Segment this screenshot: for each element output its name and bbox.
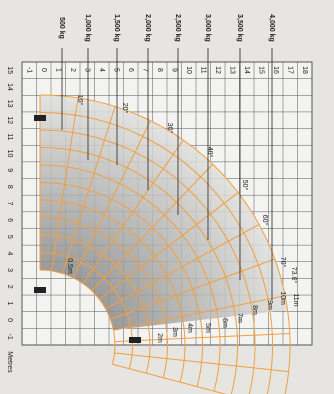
height-tick-label: 6 xyxy=(6,218,13,222)
load-label: 1,500 kg xyxy=(113,14,120,42)
angle-line xyxy=(82,139,184,284)
load-label: 3,000 kg xyxy=(204,14,211,42)
angle-line xyxy=(72,120,151,278)
extension-label: 10m xyxy=(279,291,286,305)
reach-tick-label: 12 xyxy=(214,66,221,74)
boom-head xyxy=(34,287,46,293)
angle-label: 50° xyxy=(241,180,249,191)
load-label: 3,500 kg xyxy=(236,14,243,42)
reach-tick-label: 10 xyxy=(185,66,192,74)
height-tick-label: 2 xyxy=(6,285,13,289)
load-label: 1,000 kg xyxy=(84,14,91,42)
extension-label: 11m xyxy=(292,293,299,306)
boom-head xyxy=(34,115,46,121)
height-tick-label: 4 xyxy=(6,251,13,255)
reach-tick-label: 17 xyxy=(286,66,293,74)
load-label: 500 kg xyxy=(58,17,65,39)
reach-tick-label: 13 xyxy=(228,66,235,74)
reach-tick-label: 0 xyxy=(40,68,47,72)
extension-label: 9m xyxy=(266,300,273,310)
labels: -1 0 1 2 3 4 5 6 7 8 9 10 11 12 13 14 15 16 17 181514131211… xyxy=(6,14,308,373)
angle-line xyxy=(50,97,79,271)
angle-label: 73.6° xyxy=(290,267,298,284)
extension-label: 0.5m xyxy=(66,258,73,274)
height-tick-label: 12 xyxy=(6,116,13,124)
angle-label: 10° xyxy=(76,95,84,106)
load-label: 4,000 kg xyxy=(268,14,275,42)
reach-tick-label: 6 xyxy=(127,68,134,72)
extension-label: 7m xyxy=(236,313,243,323)
load-label: 2,500 kg xyxy=(174,14,181,42)
angle-line xyxy=(110,258,275,320)
angle-line xyxy=(91,163,214,292)
height-tick-label: 0 xyxy=(6,318,13,322)
unit-label: Metres xyxy=(6,351,13,373)
reach-tick-label: 18 xyxy=(301,66,308,74)
angle-line xyxy=(105,223,260,310)
reach-tick-label: 3 xyxy=(83,68,90,72)
reach-tick-label: 7 xyxy=(141,68,148,72)
working-envelope xyxy=(40,94,288,331)
height-tick-label: 3 xyxy=(6,268,13,272)
height-tick-label: 10 xyxy=(6,150,13,158)
reach-tick-label: 14 xyxy=(243,66,250,74)
extension-label: 8m xyxy=(251,305,258,315)
height-tick-label: 1 xyxy=(6,301,13,305)
extension-label: 4m xyxy=(186,323,193,333)
reach-tick-label: 15 xyxy=(257,66,264,74)
extension-label: 2m xyxy=(156,333,163,343)
angle-line xyxy=(112,363,227,394)
envelope-lines xyxy=(39,94,291,394)
height-tick-label: 7 xyxy=(6,202,13,206)
reach-tick-label: 16 xyxy=(272,66,279,74)
height-tick-label: 11 xyxy=(6,133,13,140)
angle-label: 70° xyxy=(279,257,287,268)
height-tick-label: -1 xyxy=(6,334,13,340)
height-tick-label: 14 xyxy=(6,83,13,91)
extension-label: 6m xyxy=(221,318,228,328)
reach-tick-label: 8 xyxy=(156,68,163,72)
reach-tick-label: -1 xyxy=(25,67,32,73)
angle-label: 40° xyxy=(206,147,214,158)
angle-line xyxy=(62,106,116,274)
boom-head xyxy=(129,337,141,343)
reach-tick-label: 1 xyxy=(54,68,61,72)
angle-label: 60° xyxy=(261,215,269,226)
reach-tick-label: 11 xyxy=(199,66,206,73)
load-label: 2,000 kg xyxy=(144,14,151,42)
height-tick-label: 8 xyxy=(6,185,13,189)
angle-line xyxy=(99,192,239,300)
height-tick-label: 15 xyxy=(6,66,13,74)
height-tick-label: 9 xyxy=(6,168,13,172)
angle-label: 20° xyxy=(121,103,129,114)
reach-tick-label: 9 xyxy=(170,68,177,72)
height-tick-label: 13 xyxy=(6,100,13,108)
angle-line xyxy=(114,333,290,343)
angle-label: 30° xyxy=(166,123,174,134)
extension-label: 3m xyxy=(171,327,178,337)
reach-tick-label: 2 xyxy=(69,68,76,72)
angle-line xyxy=(114,352,289,373)
extension-label: 5m xyxy=(204,323,211,333)
reach-tick-label: 5 xyxy=(112,68,119,72)
reach-tick-label: 4 xyxy=(98,68,105,72)
angle-line xyxy=(113,295,286,331)
height-tick-label: 5 xyxy=(6,235,13,239)
